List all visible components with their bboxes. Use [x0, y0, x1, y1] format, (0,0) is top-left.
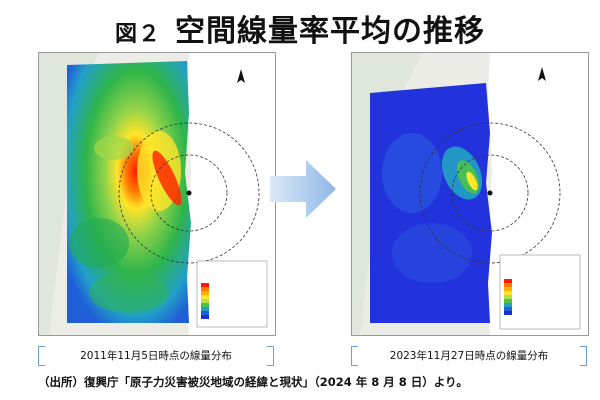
source-note: （出所）復興庁「原子力災害被災地域の経緯と現状」（2024 年 8 月 8 日）…	[38, 375, 468, 389]
caption-2011: 2011年11月5日時点の線量分布	[38, 344, 274, 368]
bracket-left-icon	[38, 346, 45, 366]
caption-2023-text: 2023年11月27日時点の線量分布	[389, 350, 549, 362]
dose-map-2011-graphic	[39, 53, 275, 335]
figure-title: 空間線量率平均の推移	[175, 14, 485, 49]
bracket-right-icon	[267, 346, 274, 366]
bracket-right-icon	[580, 346, 587, 366]
page-title: 図２ 空間線量率平均の推移	[0, 6, 600, 50]
dose-map-2023-graphic	[352, 53, 588, 335]
caption-2011-text: 2011年11月5日時点の線量分布	[80, 350, 232, 362]
bracket-left-icon	[351, 346, 358, 366]
caption-2023: 2023年11月27日時点の線量分布	[351, 344, 587, 368]
figure-number: 図２	[114, 22, 161, 47]
dose-map-2023	[351, 52, 589, 336]
dose-map-2011	[38, 52, 276, 336]
transition-arrow-icon	[268, 158, 338, 224]
